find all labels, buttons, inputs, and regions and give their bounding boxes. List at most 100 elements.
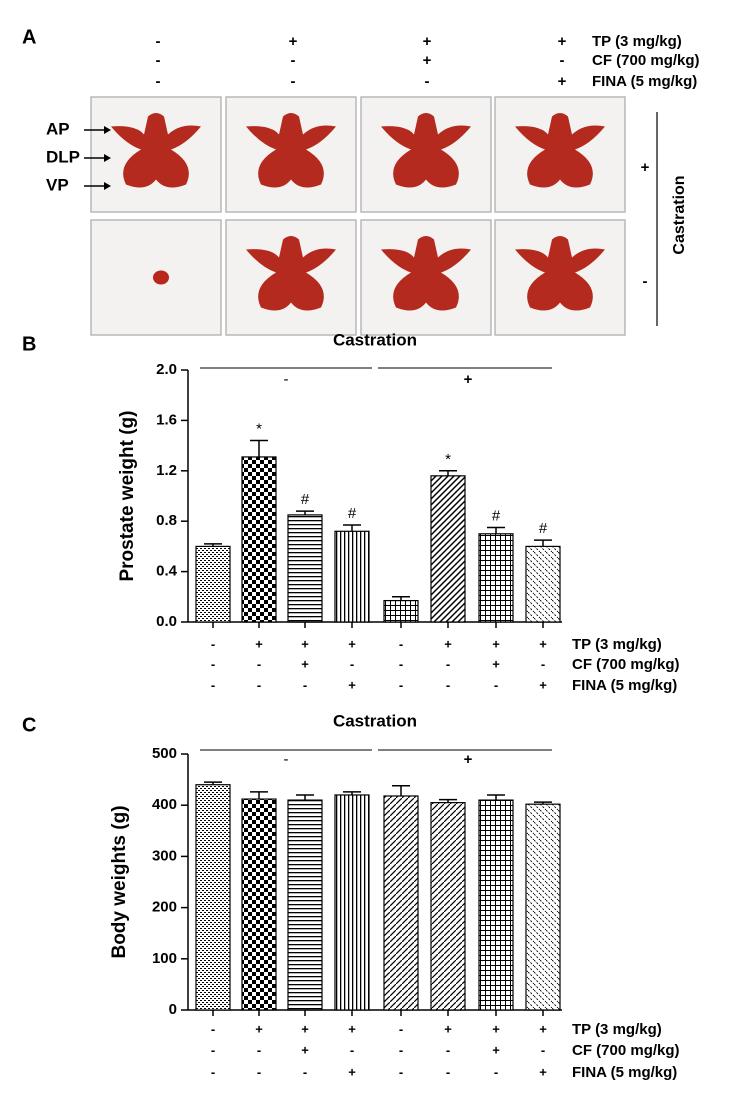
organ-label: VP (46, 175, 69, 194)
sign: - (291, 73, 296, 90)
sign: - (211, 636, 215, 651)
significance-marker: # (348, 505, 357, 522)
prostate (381, 113, 471, 188)
y-tick-label: 2.0 (156, 361, 177, 378)
sign: + (444, 1021, 452, 1036)
condition-label: CF (700 mg/kg) (572, 1042, 680, 1059)
sign: - (446, 1064, 450, 1079)
arrow-head (104, 182, 111, 190)
y-tick-label: 0 (169, 1001, 177, 1018)
sign: + (348, 1064, 356, 1079)
bar (525, 545, 561, 623)
bar (383, 795, 419, 1011)
sign: + (348, 677, 356, 692)
sign: - (446, 656, 450, 671)
row-label: Castration (671, 175, 688, 254)
arrow-head (104, 126, 111, 134)
bar (287, 799, 323, 1011)
group-label: - (284, 371, 289, 388)
chart-title: Castration (333, 330, 417, 349)
y-axis-label: Body weights (g) (109, 805, 130, 958)
bar (334, 794, 370, 1011)
sign: - (257, 1064, 261, 1079)
sign: + (492, 656, 500, 671)
sign: + (539, 1064, 547, 1079)
sign: + (301, 656, 309, 671)
group-label: + (464, 751, 473, 768)
sign: + (423, 52, 432, 69)
organ-label: DLP (46, 147, 80, 166)
sign: + (492, 636, 500, 651)
sign: + (255, 636, 263, 651)
y-tick-label: 100 (152, 950, 177, 967)
sign: + (492, 1021, 500, 1036)
prostate (515, 113, 605, 188)
significance-marker: # (539, 520, 548, 537)
sign: - (211, 1064, 215, 1079)
sign: - (399, 677, 403, 692)
y-tick-label: 400 (152, 796, 177, 813)
y-axis-label: Prostate weight (g) (117, 410, 138, 581)
sign: - (399, 1021, 403, 1036)
sign: + (444, 636, 452, 651)
sign: - (211, 1021, 215, 1036)
condition-label: CF (700 mg/kg) (592, 52, 700, 69)
bar (478, 533, 514, 623)
sign: + (348, 1021, 356, 1036)
chart-title: Castration (333, 711, 417, 730)
row-sign: + (641, 159, 650, 176)
sign: - (494, 677, 498, 692)
sign: - (156, 33, 161, 50)
condition-label: FINA (5 mg/kg) (572, 1064, 677, 1081)
sign: + (539, 677, 547, 692)
group-label: - (284, 751, 289, 768)
y-tick-label: 500 (152, 745, 177, 762)
sign: + (289, 33, 298, 50)
prostate (111, 113, 201, 188)
bar (430, 802, 466, 1011)
condition-label: FINA (5 mg/kg) (592, 73, 697, 90)
sign: + (348, 636, 356, 651)
y-tick-label: 200 (152, 899, 177, 916)
sign: - (399, 1064, 403, 1079)
sign: - (494, 1064, 498, 1079)
sign: + (558, 73, 567, 90)
prostate (381, 236, 471, 311)
organ-label: AP (46, 119, 70, 138)
bar (430, 475, 466, 623)
condition-label: TP (3 mg/kg) (572, 1021, 662, 1038)
prostate (246, 113, 336, 188)
sign: - (560, 52, 565, 69)
significance-marker: * (256, 421, 262, 438)
y-tick-label: 0.8 (156, 512, 177, 529)
y-tick-label: 1.6 (156, 411, 177, 428)
sign: + (301, 636, 309, 651)
sign: - (399, 1042, 403, 1057)
sign: + (255, 1021, 263, 1036)
y-tick-label: 1.2 (156, 462, 177, 479)
prostate (246, 236, 336, 311)
sign: - (257, 677, 261, 692)
bar (383, 599, 419, 623)
sign: - (303, 677, 307, 692)
condition-label: FINA (5 mg/kg) (572, 677, 677, 694)
bar (478, 799, 514, 1011)
sign: + (539, 636, 547, 651)
sign: - (541, 1042, 545, 1057)
sign: + (301, 1042, 309, 1057)
prostate (515, 236, 605, 311)
bar (195, 545, 231, 623)
sign: - (425, 73, 430, 90)
sign: - (541, 656, 545, 671)
arrow-head (104, 154, 111, 162)
row-sign: - (643, 273, 648, 290)
sign: - (350, 656, 354, 671)
sign: - (399, 656, 403, 671)
panel-label: C (22, 714, 36, 736)
y-tick-label: 0.4 (156, 563, 178, 580)
sign: - (257, 656, 261, 671)
y-tick-label: 300 (152, 847, 177, 864)
bar (287, 514, 323, 623)
significance-marker: * (445, 451, 451, 468)
